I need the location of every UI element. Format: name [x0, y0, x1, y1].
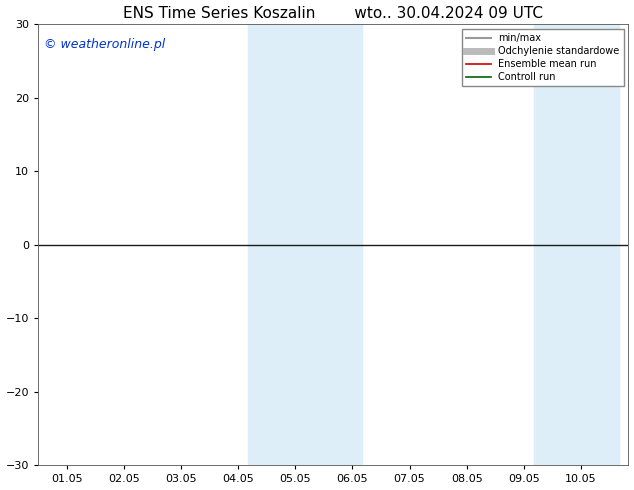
Legend: min/max, Odchylenie standardowe, Ensemble mean run, Controll run: min/max, Odchylenie standardowe, Ensembl… — [462, 29, 624, 86]
Text: © weatheronline.pl: © weatheronline.pl — [44, 38, 165, 51]
Bar — [534, 24, 619, 465]
Title: ENS Time Series Koszalin        wto.. 30.04.2024 09 UTC: ENS Time Series Koszalin wto.. 30.04.202… — [123, 5, 543, 21]
Bar — [248, 24, 362, 465]
